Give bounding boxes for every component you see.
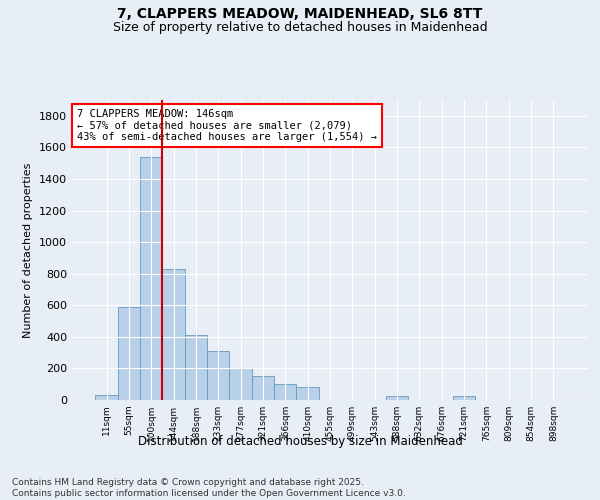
Text: Size of property relative to detached houses in Maidenhead: Size of property relative to detached ho… (113, 21, 487, 34)
Bar (386, 396, 408, 400)
Bar (185, 336, 207, 400)
Text: Contains HM Land Registry data © Crown copyright and database right 2025.
Contai: Contains HM Land Registry data © Crown c… (12, 478, 406, 498)
Text: 7, CLAPPERS MEADOW, MAIDENHEAD, SL6 8TT: 7, CLAPPERS MEADOW, MAIDENHEAD, SL6 8TT (118, 8, 482, 22)
Bar (296, 386, 319, 400)
Bar (274, 384, 296, 400)
Bar (118, 307, 140, 400)
Text: Distribution of detached houses by size in Maidenhead: Distribution of detached houses by size … (137, 435, 463, 448)
Bar (453, 396, 475, 400)
Text: 7 CLAPPERS MEADOW: 146sqm
← 57% of detached houses are smaller (2,079)
43% of se: 7 CLAPPERS MEADOW: 146sqm ← 57% of detac… (77, 109, 377, 142)
Bar (163, 269, 185, 400)
Bar (95, 396, 118, 400)
Bar (207, 351, 229, 400)
Y-axis label: Number of detached properties: Number of detached properties (23, 162, 34, 338)
Bar (140, 157, 163, 400)
Bar (229, 368, 252, 400)
Bar (252, 376, 274, 400)
